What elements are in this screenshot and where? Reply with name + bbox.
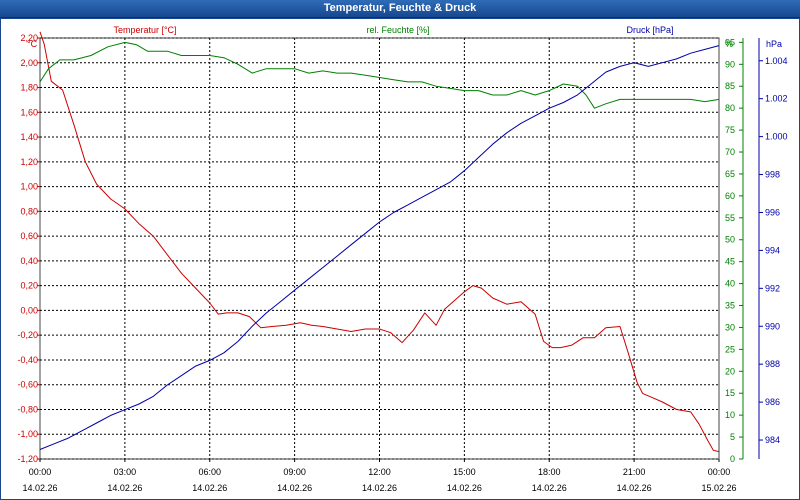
x-tick-date: 14.02.26: [22, 483, 57, 493]
x-tick-time: 15:00: [453, 467, 476, 477]
pressure-series-line: [39, 45, 720, 450]
x-tick-date: 14.02.26: [447, 483, 482, 493]
humidity-tick-label: 55: [725, 213, 735, 223]
temp-tick-label: -0,20: [17, 330, 38, 340]
temp-tick-label: -0,40: [17, 355, 38, 365]
pressure-axis-label: Druck [hPa]: [626, 25, 673, 35]
temp-axis-label: Temperatur [°C]: [113, 25, 176, 35]
window-title: Temperatur, Feuchte & Druck: [323, 2, 477, 14]
temp-tick-label: 2,20: [20, 33, 38, 43]
x-tick-date: 14.02.26: [107, 483, 142, 493]
humidity-tick-label: 5: [730, 432, 735, 442]
temp-tick-label: 1,40: [20, 132, 38, 142]
pressure-tick-label: 992: [765, 283, 780, 293]
x-tick-date: 15.02.26: [701, 483, 736, 493]
pressure-tick-label: 984: [765, 435, 780, 445]
x-tick-date: 14.02.26: [192, 483, 227, 493]
humidity-tick-label: 80: [725, 103, 735, 113]
humidity-tick-label: 95: [725, 37, 735, 47]
temp-tick-label: 0,00: [20, 305, 38, 315]
humidity-series-line: [39, 41, 720, 109]
temp-tick-label: 0,40: [20, 256, 38, 266]
x-tick-time: 03:00: [114, 467, 137, 477]
humidity-tick-label: 25: [725, 344, 735, 354]
humidity-tick-label: 75: [725, 125, 735, 135]
temp-tick-label: 1,80: [20, 83, 38, 93]
x-tick-time: 12:00: [368, 467, 391, 477]
temp-tick-label: -0,60: [17, 380, 38, 390]
humidity-tick-label: 90: [725, 59, 735, 69]
x-tick-date: 14.02.26: [277, 483, 312, 493]
humidity-tick-label: 0: [730, 454, 735, 464]
x-tick-date: 14.02.26: [362, 483, 397, 493]
humidity-tick-label: 20: [725, 366, 735, 376]
humidity-tick-label: 35: [725, 301, 735, 311]
x-tick-time: 06:00: [198, 467, 221, 477]
humidity-axis-label: rel. Feuchte [%]: [366, 25, 429, 35]
pressure-tick-label: 994: [765, 245, 780, 255]
x-tick-time: 21:00: [623, 467, 646, 477]
humidity-tick-label: 10: [725, 410, 735, 420]
humidity-tick-label: 85: [725, 81, 735, 91]
temp-tick-label: 0,20: [20, 281, 38, 291]
humidity-tick-label: 65: [725, 169, 735, 179]
humidity-tick-label: 70: [725, 147, 735, 157]
x-tick-time: 09:00: [283, 467, 306, 477]
humidity-tick-label: 60: [725, 191, 735, 201]
temperature-series-line: [39, 31, 720, 453]
pressure-tick-label: 1.004: [765, 56, 788, 66]
pressure-tick-label: 1.002: [765, 94, 788, 104]
temp-unit-label: °C: [27, 39, 38, 49]
temp-tick-label: 2,00: [20, 58, 38, 68]
pressure-tick-label: 990: [765, 321, 780, 331]
pressure-tick-label: 988: [765, 359, 780, 369]
window-title-bar: Temperatur, Feuchte & Druck: [0, 0, 800, 18]
x-tick-time: 00:00: [708, 467, 731, 477]
pressure-tick-label: 1.000: [765, 132, 788, 142]
pressure-unit-label: hPa: [766, 39, 782, 49]
x-tick-time: 18:00: [538, 467, 561, 477]
temp-tick-label: 1,00: [20, 182, 38, 192]
humidity-tick-label: 45: [725, 257, 735, 267]
x-tick-date: 14.02.26: [532, 483, 567, 493]
temp-tick-label: -1,00: [17, 429, 38, 439]
temp-tick-label: 1,60: [20, 107, 38, 117]
x-tick-time: 00:00: [29, 467, 52, 477]
pressure-tick-label: 998: [765, 170, 780, 180]
temp-tick-label: 0,60: [20, 231, 38, 241]
humidity-tick-label: 50: [725, 235, 735, 245]
humidity-tick-label: 30: [725, 322, 735, 332]
humidity-unit-label: %: [725, 39, 733, 49]
temp-tick-label: 1,20: [20, 157, 38, 167]
humidity-tick-label: 40: [725, 279, 735, 289]
temp-tick-label: -0,80: [17, 404, 38, 414]
humidity-tick-label: 15: [725, 388, 735, 398]
pressure-tick-label: 986: [765, 397, 780, 407]
temp-tick-label: -1,20: [17, 454, 38, 464]
x-tick-date: 14.02.26: [617, 483, 652, 493]
pressure-tick-label: 996: [765, 207, 780, 217]
temp-tick-label: 0,80: [20, 206, 38, 216]
